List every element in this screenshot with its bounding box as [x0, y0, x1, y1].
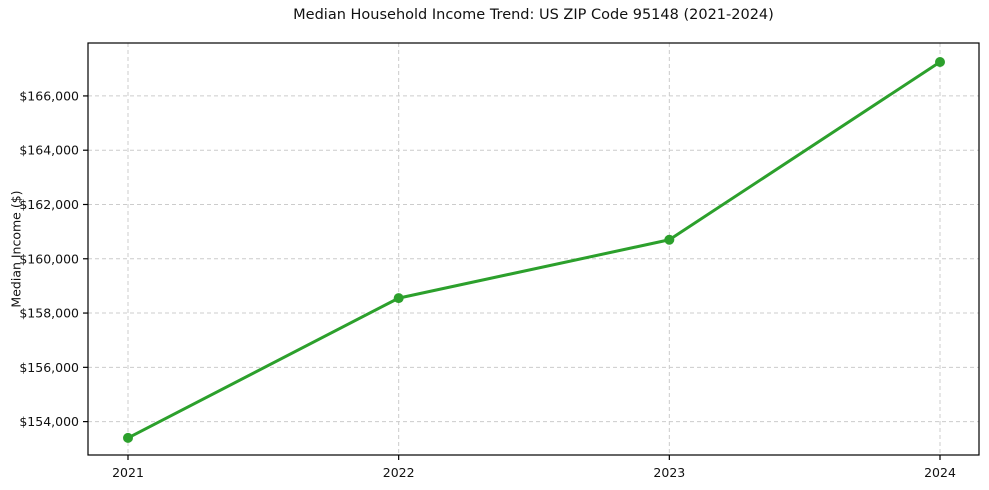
chart-title: Median Household Income Trend: US ZIP Co…	[293, 7, 774, 23]
y-tick-label: $154,000	[19, 414, 79, 429]
x-tick-label: 2023	[653, 465, 685, 480]
x-tick-label: 2022	[383, 465, 415, 480]
y-tick-label: $164,000	[19, 143, 79, 158]
data-point	[664, 234, 675, 245]
data-point	[393, 293, 404, 304]
y-tick-label: $158,000	[19, 306, 79, 321]
y-tick-label: $166,000	[19, 88, 79, 103]
y-tick-label: $162,000	[19, 197, 79, 212]
data-point	[935, 56, 945, 67]
plot-border	[87, 42, 980, 456]
y-tick-label: $156,000	[19, 360, 79, 375]
data-point	[123, 432, 133, 443]
y-tick-label: $160,000	[19, 251, 79, 266]
trend-line	[126, 60, 942, 440]
x-tick-label: 2024	[924, 465, 956, 480]
x-tick-label: 2021	[112, 465, 144, 480]
